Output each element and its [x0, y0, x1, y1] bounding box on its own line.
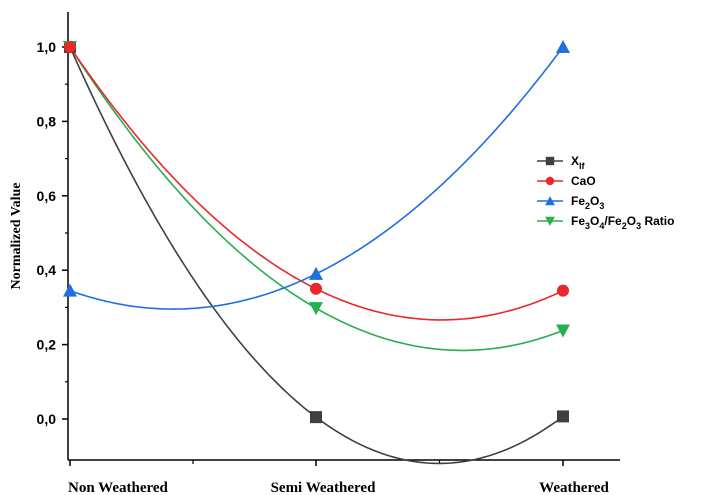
- data-point-cao: [557, 284, 569, 297]
- y-tick-label: 0,8: [37, 113, 57, 129]
- y-tick-label: 0,6: [37, 188, 57, 204]
- data-point-fe3o4-fe2o3-ratio: [556, 324, 570, 338]
- data-point-fe2o3: [309, 266, 323, 280]
- x-category-label: Non Weathered: [68, 480, 169, 495]
- y-tick-label: 0,2: [37, 337, 57, 353]
- legend-label: Fe3O4/Fe2O3 Ratio: [571, 214, 674, 231]
- data-point-xlf: [557, 410, 569, 423]
- data-point-cao: [310, 282, 322, 295]
- series-markers: [63, 40, 570, 424]
- legend: Xlf CaO Fe2O3 Fe3O4/Fe2O3 Ratio: [537, 154, 674, 231]
- legend-marker: [545, 156, 555, 166]
- legend-marker: [545, 216, 555, 226]
- y-tick-label: 1,0: [37, 39, 57, 55]
- y-ticks: 0,0 0,2 0,4 0,6 0,8 1,0: [37, 39, 68, 427]
- legend-item-xlf: Xlf: [537, 154, 586, 171]
- legend-label: Xlf: [571, 154, 586, 171]
- series-lines: [69, 46, 564, 465]
- data-point-fe3o4-fe2o3-ratio: [309, 302, 323, 316]
- data-point-fe2o3: [63, 283, 77, 297]
- legend-label: CaO: [571, 174, 596, 188]
- legend-marker: [545, 196, 555, 206]
- legend-item-cao: CaO: [537, 174, 596, 188]
- plot-area: 0,0 0,2 0,4 0,6 0,8 1,0 Non Weathered Semi Wea…: [37, 12, 620, 495]
- series-line-xlf: [69, 46, 564, 465]
- legend-item-fe2o3: Fe2O3: [537, 194, 604, 211]
- x-category-label: Weathered: [539, 480, 609, 495]
- data-point-xlf: [310, 411, 322, 424]
- legend-label: Fe2O3: [571, 194, 604, 211]
- data-point-cao: [64, 41, 76, 53]
- x-category-label: Semi Weathered: [271, 480, 377, 495]
- legend-marker: [545, 176, 555, 186]
- x-ticks: Non Weathered Semi Weathered Weathered: [68, 460, 610, 495]
- data-point-fe2o3: [556, 40, 570, 53]
- y-tick-label: 0,0: [37, 411, 57, 427]
- y-tick-label: 0,4: [37, 262, 57, 278]
- legend-item-fe3o4-fe2o3-ratio: Fe3O4/Fe2O3 Ratio: [537, 214, 674, 231]
- y-axis-title: Normalized Value: [9, 183, 24, 290]
